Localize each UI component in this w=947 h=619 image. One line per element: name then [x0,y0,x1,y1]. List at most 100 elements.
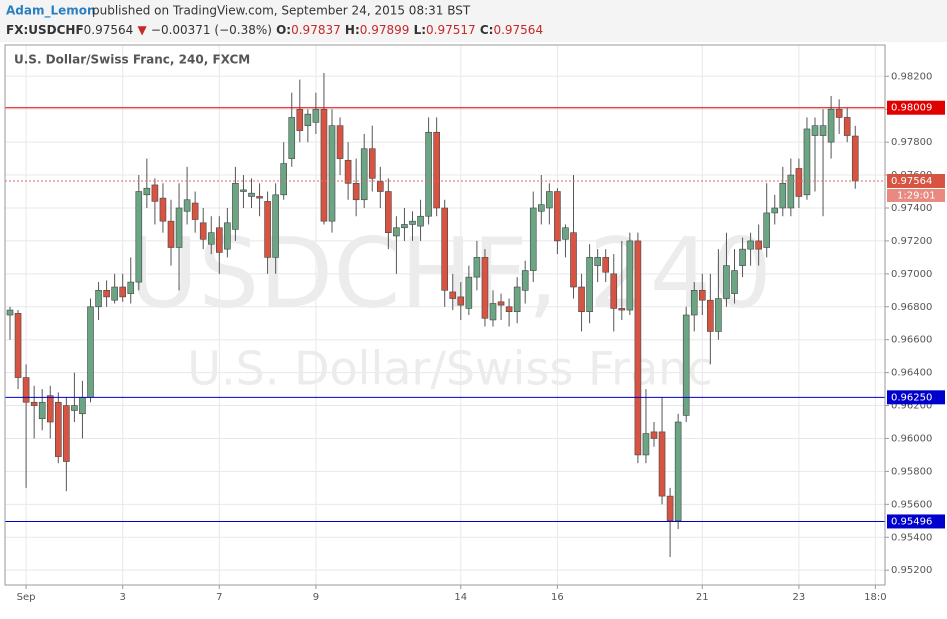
candle-body [771,207,779,214]
candle-body [819,125,827,136]
candle-body [537,204,545,212]
candle-body [87,306,94,398]
candle-body [505,306,513,313]
candle-body [682,314,690,416]
candle-body [304,113,312,126]
marks [5,72,885,558]
candle-body [554,191,561,242]
level-tag [887,514,945,529]
candle-body [449,291,457,299]
candle-body [602,257,610,273]
change: −0.00371 (−0.38%) [151,23,272,37]
y-tick-label: 0.96600 [891,335,932,346]
x-tick-label: 21 [696,592,709,603]
candle-body [755,240,762,250]
candle-body [264,201,271,258]
candle-body [698,290,706,301]
candle-body [441,207,449,291]
c-label: C: [480,23,494,37]
candle-body [151,184,159,202]
candle-body [352,182,360,201]
candle-body [119,286,126,298]
l: 0.97517 [426,23,476,37]
candle-body [570,232,577,288]
y-tick-label: 0.95200 [891,565,932,576]
candle-body [30,401,38,406]
candle-body [103,290,110,298]
candle-body [626,240,634,311]
candle-body [256,196,263,199]
y-tick-label: 0.95400 [891,532,932,543]
y-tick-label: 0.98200 [891,71,932,82]
candle-body [22,377,30,403]
candle-body [360,148,368,201]
candle-body [747,240,754,250]
plot-frame [4,44,886,586]
h-label: H: [345,23,360,37]
candle-body [199,222,207,240]
published: published on TradingView.com, September … [92,4,471,18]
candle-body [489,303,497,321]
candle-body [658,431,666,497]
candle-body [666,495,674,522]
candle-body [578,286,585,313]
quote: FX:USDCHF0.97564 ▼ −0.00371 (−0.38%) O:0… [6,23,543,37]
candle-body [376,181,384,192]
candle-body [127,281,135,294]
candle-body [111,286,118,301]
candle-body [779,182,787,209]
candle-body [191,202,199,220]
candle-body [650,431,658,439]
candle-body [272,194,279,258]
level-label: 0.95496 [891,516,932,527]
y-tick-label: 0.97000 [891,269,932,280]
candle-body [38,401,46,420]
candle-body [513,286,521,313]
candle-body [457,296,465,306]
h: 0.97899 [360,23,410,37]
candle-body [618,308,626,311]
candle-body [79,397,86,415]
candle-body [409,220,416,225]
candle-body [811,125,819,136]
candle-body [224,222,231,250]
level-tag [887,100,945,115]
candle-body [240,189,247,192]
candle-body [63,405,70,462]
level-tag [887,390,945,405]
candle-body [288,117,296,159]
chart-title: U.S. Dollar/Swiss Franc, 240, FXCM [14,53,250,67]
candle-body [707,299,714,332]
x-tick-label: Sep [17,592,36,603]
arrow: ▼ [137,23,147,37]
x-tick-label: 23 [793,592,806,603]
candle-body [425,131,432,217]
y-tick-label: 0.96200 [891,401,932,412]
candle-body [674,421,682,522]
candle-body [586,257,593,313]
candle-body [159,197,167,222]
y-tick-label: 0.97200 [891,236,932,247]
candle-body [594,257,601,266]
candle-body [433,131,440,209]
level-label: 0.98009 [891,103,932,114]
watermark-sub: U.S. Dollar/Swiss Franc [187,342,712,396]
candle-body [546,191,553,209]
candle-body [393,227,400,237]
author[interactable]: Adam_Lemon [6,4,96,19]
y-tick-label: 0.96800 [891,302,932,313]
candle-body [827,108,835,143]
y-tick-label: 0.96400 [891,368,932,379]
candle-body [328,125,336,222]
candle-body [843,117,851,136]
level-label: 0.97564 [891,176,932,187]
y-tick-label: 0.95800 [891,466,932,477]
y-tick-label: 0.97800 [891,137,932,148]
symbol: FX:USDCHF [6,23,84,37]
countdown-tag [887,188,945,202]
header-bg [0,0,947,42]
countdown: 1:29:01 [897,190,936,201]
candle-body [54,401,62,457]
candle-body [167,220,175,248]
